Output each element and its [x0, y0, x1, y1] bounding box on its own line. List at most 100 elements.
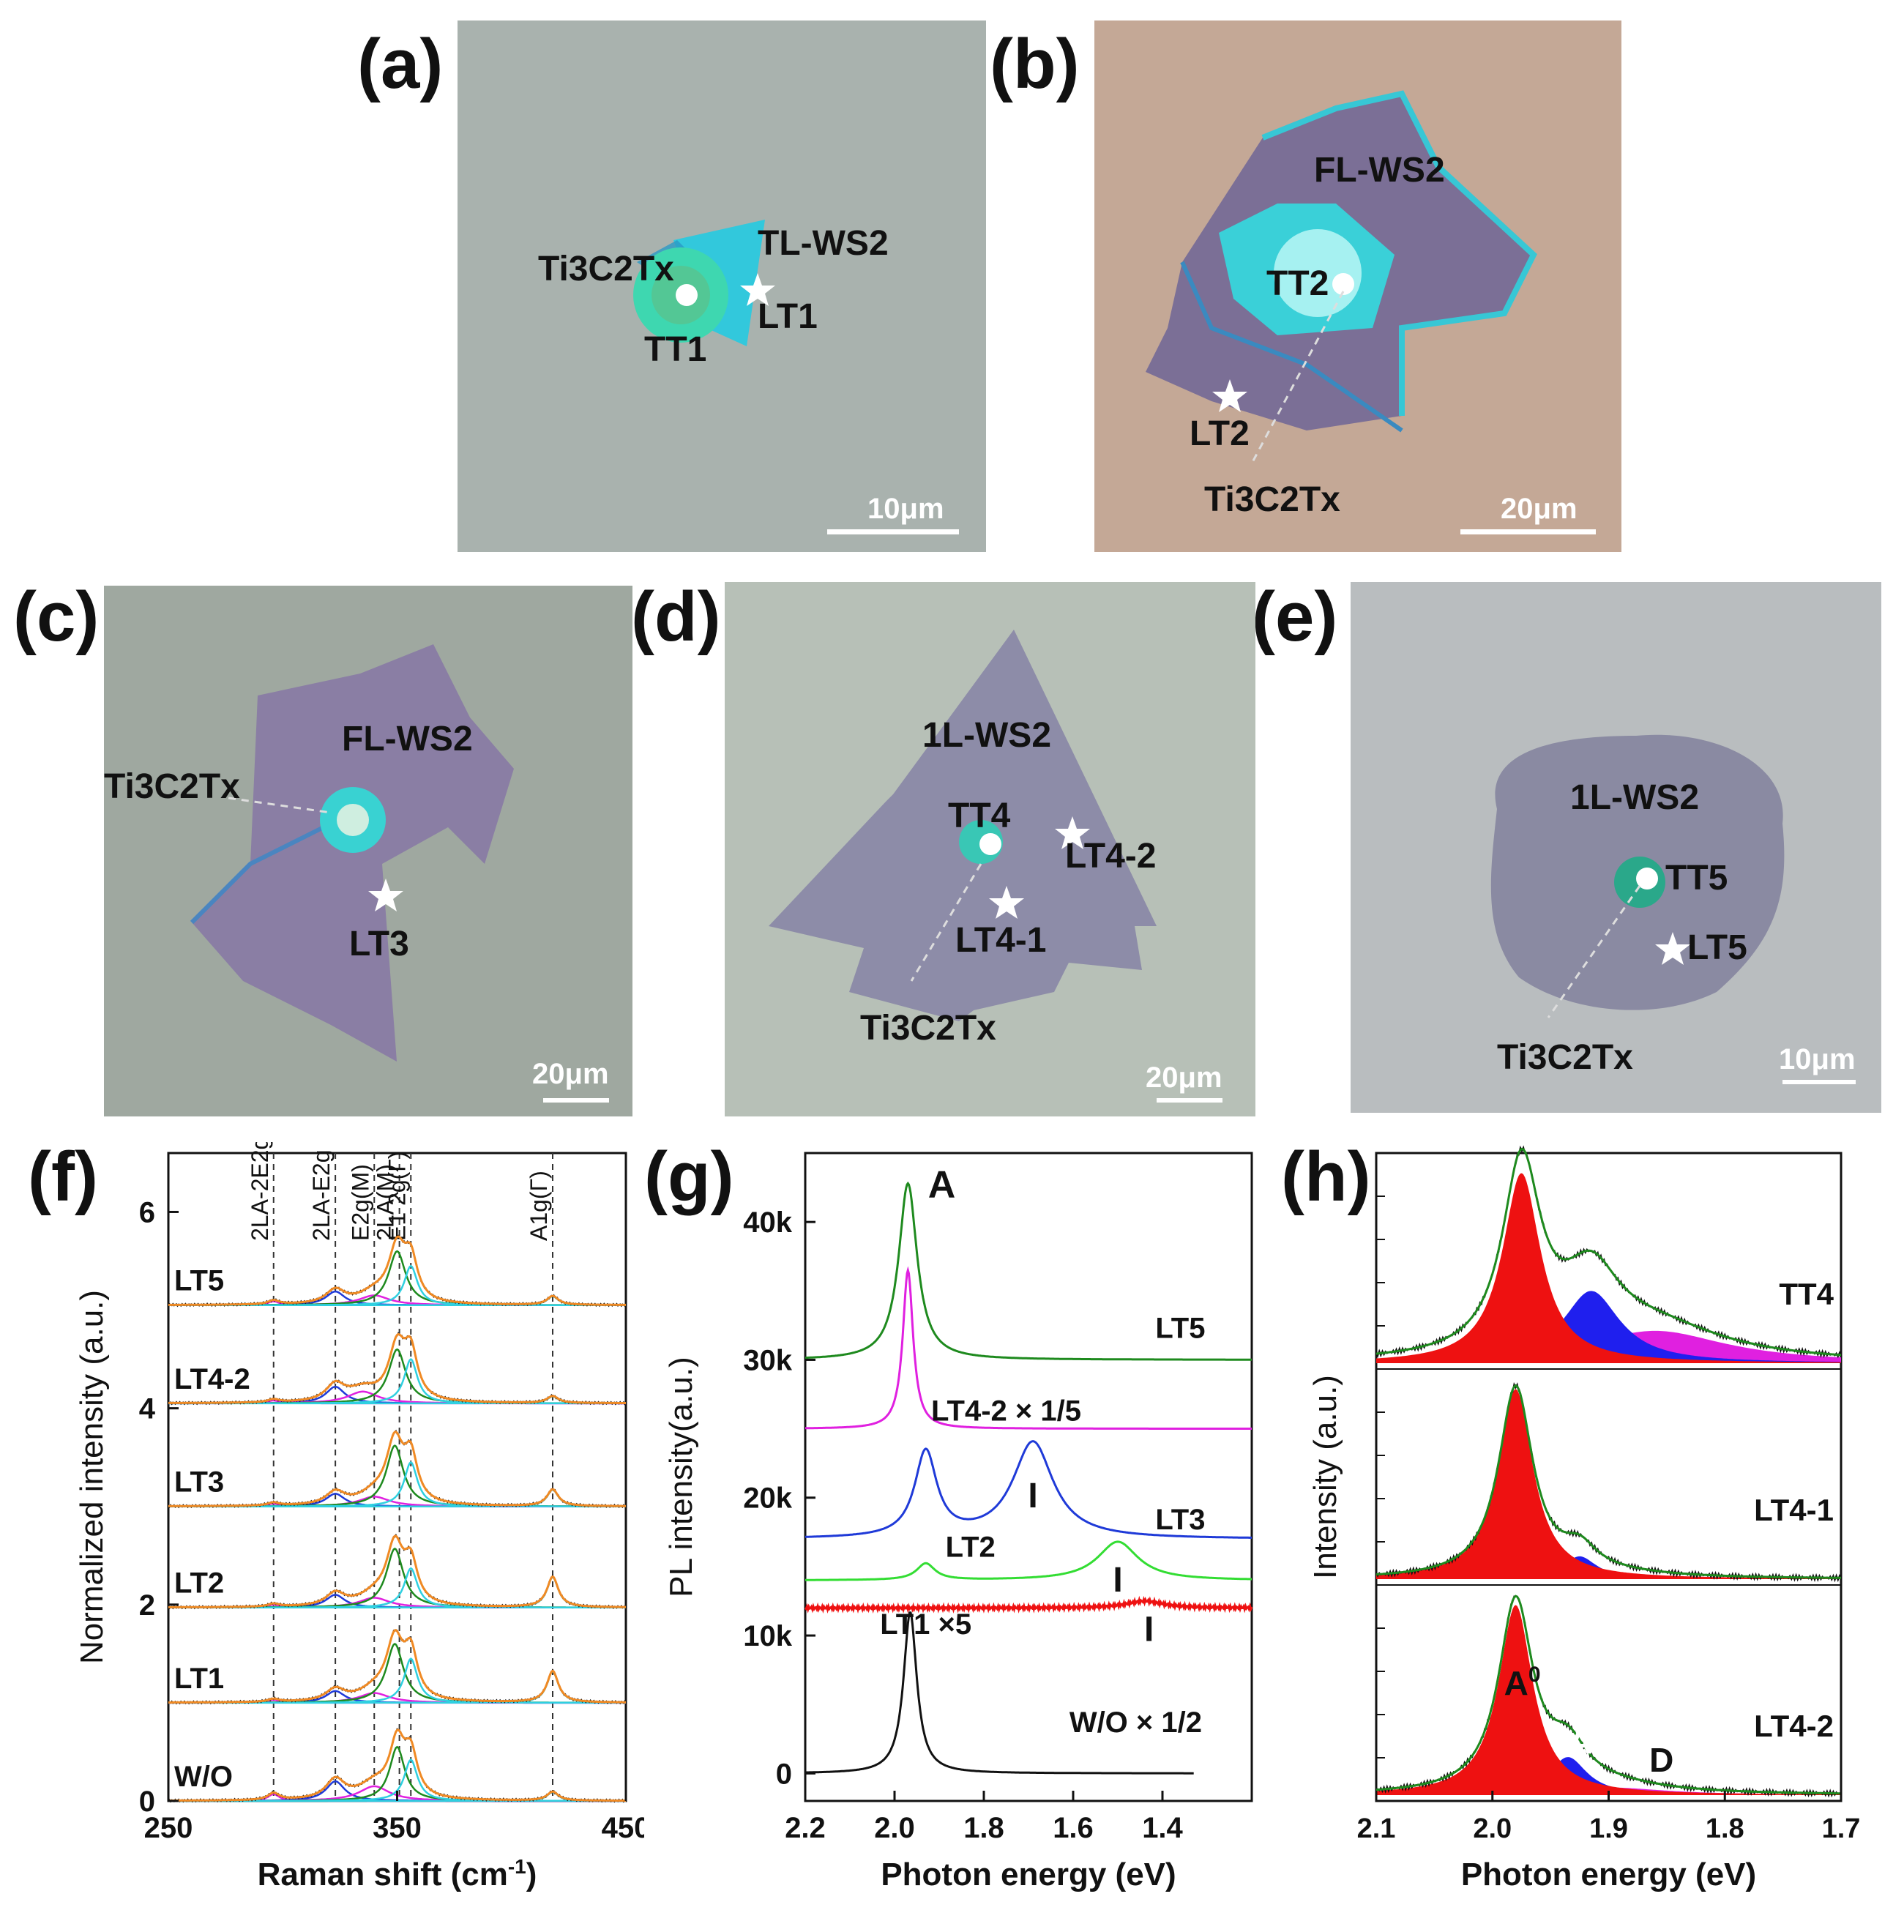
label-lt1: LT1 [758, 297, 818, 336]
label-1l-ws2: 1L-WS2 [922, 716, 1051, 755]
label-lt2: LT2 [1190, 414, 1250, 453]
tt5-marker [1636, 868, 1658, 889]
y-tick-label: 4 [139, 1393, 156, 1425]
series-label: LT3 [1155, 1504, 1205, 1536]
label-ti3c2tx: Ti3C2Tx [1497, 1038, 1633, 1077]
y-tick-label: 20k [743, 1482, 792, 1515]
lt5-star [1655, 932, 1690, 965]
y-axis-title: Intensity (a.u.) [1307, 1375, 1343, 1579]
series-line [805, 1440, 1252, 1539]
mode-label: 2LA-E2g [308, 1149, 335, 1241]
fit-component-line [168, 1643, 626, 1704]
micrograph-d: 1L-WS2 TT4 LT4-2 LT4-1 Ti3C2Tx 20μm [725, 582, 1255, 1116]
x-tick-label: 1.6 [1053, 1812, 1094, 1844]
component-label-a0: A0 [1504, 1663, 1541, 1702]
mode-label: 2LA-2E2g [247, 1142, 273, 1241]
x-tick-label: 2.1 [1357, 1813, 1396, 1844]
fit-sum-line [168, 1534, 626, 1608]
mode-label: 2LA(M) [373, 1164, 399, 1241]
scalebar-a [827, 529, 959, 534]
panel-label-e: (e) [1252, 578, 1338, 656]
lt4-1-star [989, 886, 1024, 919]
label-tt4: TT4 [948, 797, 1011, 835]
x-tick-label: 2.0 [874, 1812, 915, 1844]
lt4-2-star [1055, 816, 1090, 849]
y-tick-label: 6 [139, 1196, 155, 1228]
exciton-i-marker: I [1028, 1477, 1037, 1515]
x-tick-label: 1.8 [963, 1812, 1004, 1844]
scalebar-label-d: 20μm [1146, 1062, 1222, 1094]
component-label-a-minus-base: A [1568, 1723, 1592, 1761]
x-tick-label: 2.0 [1473, 1813, 1512, 1844]
series-label: LT5 [1155, 1312, 1205, 1344]
panel-label-h: (h) [1281, 1138, 1371, 1216]
peak-label-a: A [928, 1163, 956, 1206]
fit-area [1376, 1605, 1841, 1795]
series-label: LT5 [174, 1265, 224, 1297]
fit-component-line [168, 1488, 626, 1507]
lt1-star [740, 273, 775, 306]
lt2-star [1212, 379, 1247, 412]
series-label: LT1 [174, 1663, 224, 1695]
x-tick-label: 1.7 [1822, 1813, 1861, 1844]
lt3-star [368, 879, 403, 911]
component-label-a0-base: A [1504, 1664, 1528, 1702]
tt1-marker [676, 284, 698, 306]
scalebar-d [1157, 1098, 1222, 1103]
micrograph-a: Ti3C2Tx TL-WS2 TT1 LT1 10μm [458, 20, 986, 552]
label-1l-ws2: 1L-WS2 [1570, 778, 1699, 817]
chart-f: 2LA-2E2g 2LA-E2g E2g(M)2LA(M)E1 2g(Γ) A1g(Γ… [74, 1142, 644, 1892]
panel-label-d: (d) [631, 578, 721, 656]
y-tick-label: 40k [743, 1206, 792, 1239]
series-line [1375, 1381, 1842, 1583]
x-axis-title-sup: -1 [508, 1855, 526, 1878]
micrograph-e: 1L-WS2 TT5 LT5 Ti3C2Tx 10μm [1351, 582, 1881, 1113]
micrograph-b: FL-WS2 TT2 LT2 Ti3C2Tx 20μm [1094, 20, 1621, 552]
series-label: LT2 [946, 1532, 996, 1564]
x-axis-title: Photon energy (eV) [881, 1857, 1176, 1892]
x-tick-label: 450 [602, 1812, 644, 1844]
y-tick-label: 30k [743, 1344, 792, 1376]
micrograph-c: FL-WS2 Ti3C2Tx LT3 20μm [104, 586, 632, 1116]
exciton-i-marker: I [1113, 1561, 1122, 1600]
label-tt2: TT2 [1266, 264, 1329, 303]
fit-sum-line [168, 1629, 626, 1704]
y-tick-label: 10k [743, 1620, 792, 1652]
x-tick-label: 2.2 [785, 1812, 826, 1844]
scalebar-label-c: 20μm [532, 1058, 609, 1090]
component-label-a-minus-sup: - [1592, 1721, 1599, 1745]
y-axis-title: PL intensity(a.u.) [663, 1357, 699, 1597]
fit-area [1376, 1173, 1841, 1363]
series-label: LT4-2 × 1/5 [931, 1395, 1081, 1427]
fit-sum-line [1375, 1595, 1841, 1795]
mode-label: E1 2g(Γ) [384, 1151, 410, 1241]
plot-frame [1375, 1152, 1843, 1802]
fit-sum-line [168, 1235, 626, 1306]
component-label-d: D [1649, 1741, 1673, 1779]
label-ti3c2tx: Ti3C2Tx [1204, 480, 1340, 519]
tt2-marker [1332, 273, 1354, 295]
series-label: LT4-1 [1754, 1493, 1834, 1527]
scalebar-label-b: 20μm [1501, 493, 1578, 525]
ti3c2tx-flake [1274, 229, 1362, 317]
mode-label: E2g(M) [347, 1164, 373, 1241]
fit-area [1376, 1389, 1841, 1579]
series-line [805, 1540, 1252, 1581]
series-line [1375, 1595, 1842, 1798]
label-lt4-1: LT4-1 [955, 921, 1046, 960]
label-lt4-2: LT4-2 [1065, 837, 1156, 876]
x-axis-title-main: Raman shift (cm [258, 1857, 508, 1892]
label-ti3c2tx: Ti3C2Tx [538, 250, 674, 288]
x-tick-label: 1.9 [1589, 1813, 1628, 1844]
series-line [804, 1611, 1194, 1775]
series-label: LT1 ×5 [880, 1608, 971, 1641]
x-axis-title: Photon energy (eV) [1461, 1857, 1756, 1892]
panel-label-a: (a) [357, 25, 444, 103]
panel-label-c: (c) [13, 578, 100, 656]
series-label: LT3 [174, 1466, 224, 1499]
x-tick-label: 350 [373, 1812, 422, 1844]
fit-area [1376, 1291, 1841, 1363]
y-tick-label: 0 [139, 1786, 155, 1818]
